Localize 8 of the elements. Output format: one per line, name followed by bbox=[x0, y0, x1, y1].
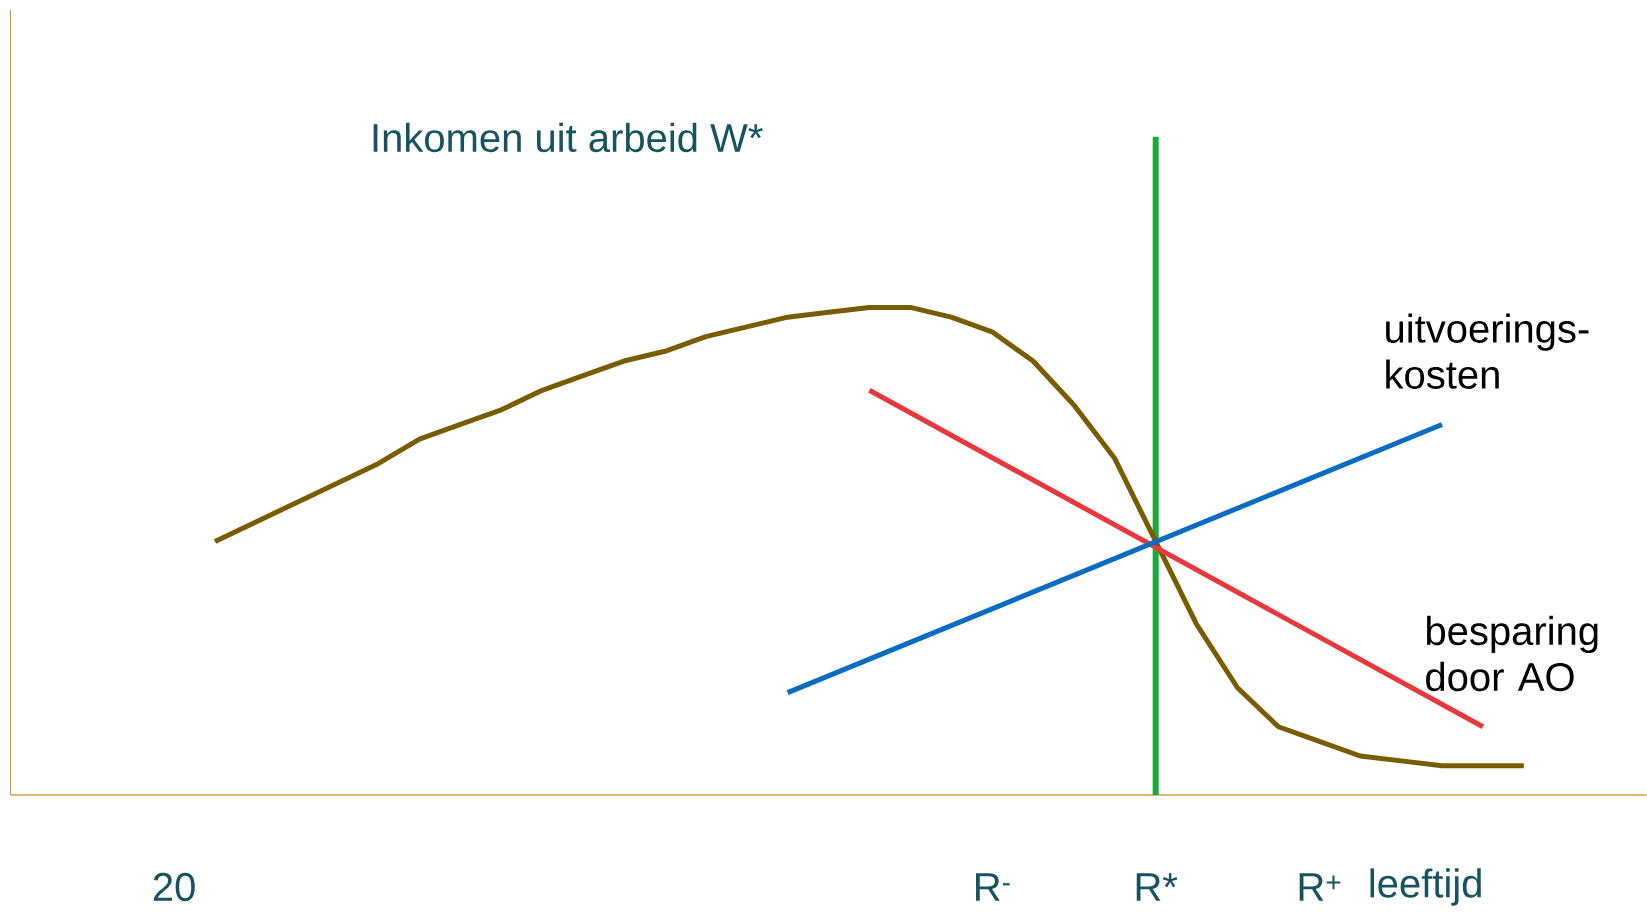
series-label: besparing door AO bbox=[1426, 615, 1598, 692]
chart-title: Inkomen uit arbeid W* bbox=[373, 122, 763, 153]
x-tick-label: R* bbox=[1136, 873, 1178, 901]
x-axis-title: leeftijd bbox=[1370, 868, 1481, 906]
x-tick-label: R$^{-}$ bbox=[976, 873, 1010, 901]
x-tick-label: 20 bbox=[153, 872, 195, 902]
x-tick-label: R$^{+}$ bbox=[1299, 873, 1341, 901]
series-label: uitvoerings-kosten bbox=[1386, 313, 1589, 389]
